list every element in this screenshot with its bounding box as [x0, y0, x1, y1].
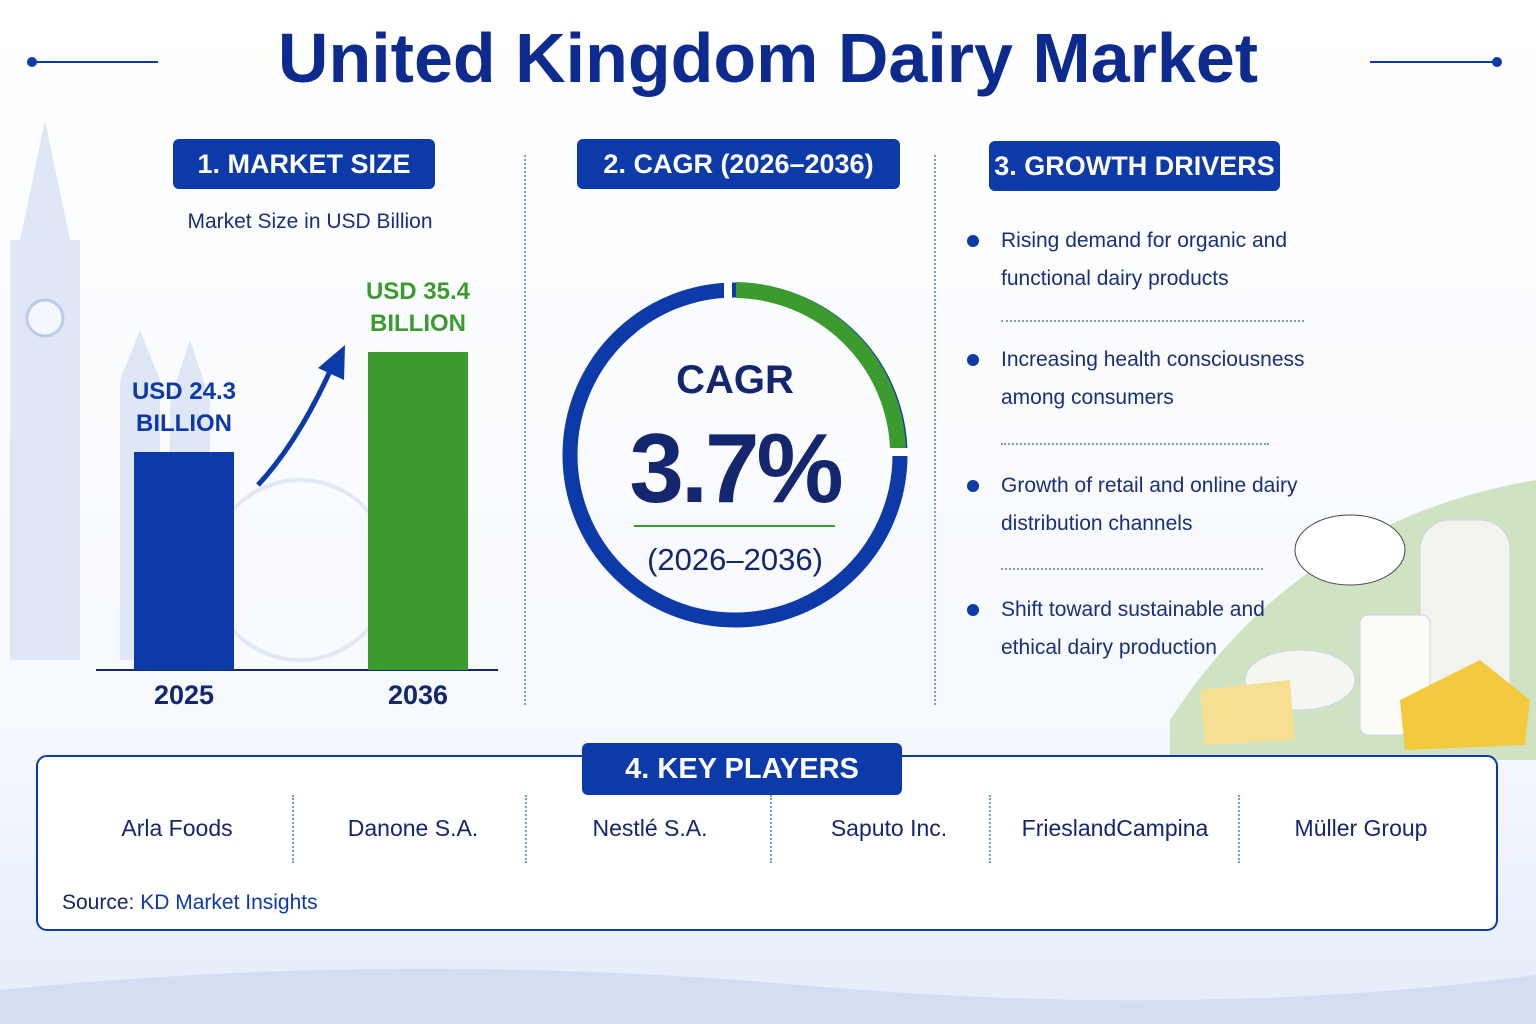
x-tick-label: 2025	[153, 680, 215, 710]
title: United Kingdom Dairy Market	[277, 19, 1259, 97]
driver-text: Growth of retail and online dairy distri…	[1001, 474, 1298, 535]
dairy-illustration	[1170, 480, 1536, 760]
separator	[525, 795, 527, 863]
value-label: USD 24.3 BILLION	[131, 377, 237, 437]
bar	[134, 451, 234, 670]
player-name: Müller Group	[1294, 815, 1428, 841]
driver-text: Rising demand for organic and functional…	[1001, 229, 1288, 290]
source-name: KD Market Insights	[140, 891, 318, 914]
fields	[0, 968, 1536, 1024]
chart-subtitle: Market Size in USD Billion	[187, 210, 433, 233]
section-heading: 1. MARKET SIZE	[173, 139, 435, 189]
driver-text: Increasing health consciousness among co…	[1001, 348, 1305, 409]
cagr-value: 3.7%	[629, 413, 843, 523]
source: Source: KD Market Insights	[62, 891, 318, 915]
separator	[770, 795, 772, 863]
x-tick-label: 2036	[387, 680, 449, 710]
player-name: Arla Foods	[121, 815, 233, 841]
section-heading: 2. CAGR (2026–2036)	[577, 139, 900, 189]
bullet	[967, 604, 979, 616]
separator	[1001, 443, 1269, 445]
separator	[989, 795, 991, 863]
source-label: Source:	[62, 891, 135, 914]
bullet	[967, 354, 979, 366]
cagr-period: (2026–2036)	[647, 542, 823, 577]
player-name: Nestlé S.A.	[592, 815, 708, 841]
cagr-label: CAGR	[676, 358, 794, 402]
player-name: Saputo Inc.	[830, 815, 948, 841]
section-heading: 4. KEY PLAYERS	[582, 743, 902, 795]
separator	[292, 795, 294, 863]
player-name: FrieslandCampina	[1021, 815, 1209, 841]
separator	[524, 155, 526, 705]
separator	[1238, 795, 1240, 863]
bar	[368, 352, 468, 670]
player-name: Danone S.A.	[347, 815, 479, 841]
separator	[1001, 568, 1263, 570]
bullet	[967, 480, 979, 492]
separator	[1001, 320, 1304, 322]
section-heading: 3. GROWTH DRIVERS	[989, 141, 1280, 191]
separator	[934, 155, 936, 705]
driver-text: Shift toward sustainable and ethical dai…	[1001, 598, 1265, 659]
value-label: USD 35.4 BILLION	[365, 278, 471, 337]
bullet	[967, 235, 979, 247]
